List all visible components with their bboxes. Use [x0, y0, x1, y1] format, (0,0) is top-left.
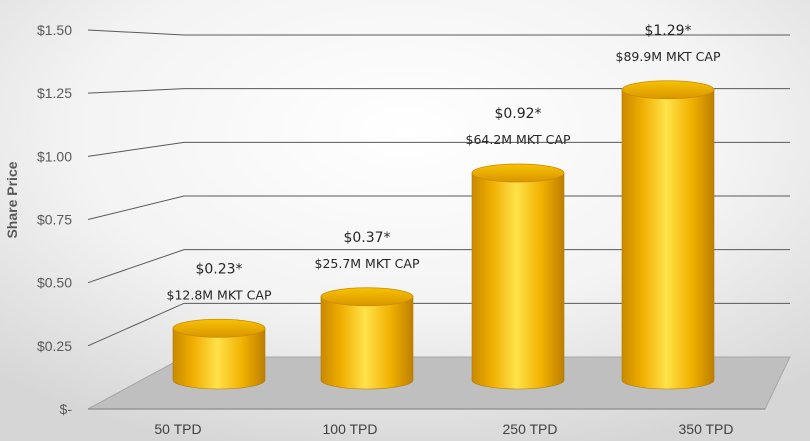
mkt-cap-data-label: $89.9M MKT CAP [616, 49, 721, 64]
y-axis-label: Share Price [4, 161, 20, 238]
bar-body [172, 327, 266, 390]
x-category-label: 350 TPD [679, 421, 734, 437]
x-category-label: 250 TPD [503, 421, 558, 437]
bar-top [320, 287, 414, 307]
x-category-label: 50 TPD [154, 421, 201, 437]
gridline [87, 249, 790, 284]
bar-body [471, 172, 565, 390]
mkt-cap-data-label: $12.8M MKT CAP [167, 287, 272, 302]
bar-100-tpd [320, 287, 414, 390]
gridline [87, 302, 790, 347]
bar-body [621, 89, 715, 390]
price-data-label: $1.29* [644, 23, 691, 39]
y-tick-label: $1.50 [37, 22, 72, 38]
y-tick-label: $0.25 [37, 338, 72, 354]
gridline [87, 141, 790, 157]
y-tick-label: $1.25 [37, 85, 72, 101]
y-tick-label: $1.00 [37, 148, 72, 164]
gridline [87, 29, 790, 36]
price-data-label: $0.92* [494, 106, 541, 122]
gridline [87, 195, 790, 220]
bar-top [172, 318, 266, 338]
y-tick-label: $0.75 [37, 212, 72, 228]
bar-top [621, 80, 715, 100]
mkt-cap-data-label: $25.7M MKT CAP [315, 256, 420, 271]
y-tick-label: $- [60, 401, 73, 417]
x-category-label: 100 TPD [323, 421, 378, 437]
bar-top [471, 163, 565, 183]
bar-body [320, 296, 414, 390]
y-tick-label: $0.50 [37, 275, 72, 291]
gridline [87, 88, 790, 94]
price-data-label: $0.23* [195, 261, 242, 277]
bar-350-tpd [621, 80, 715, 390]
bar-250-tpd [471, 163, 565, 390]
bar-50-tpd [172, 318, 266, 390]
price-data-label: $0.37* [343, 230, 390, 246]
mkt-cap-data-label: $64.2M MKT CAP [466, 132, 571, 147]
